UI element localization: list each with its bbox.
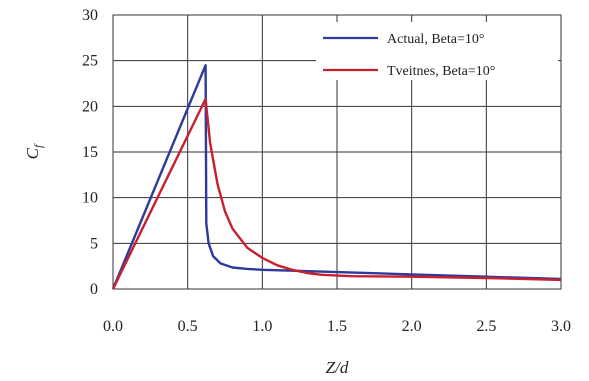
x-tick-label: 3.0 [551, 318, 571, 335]
x-tick-label: 2.0 [402, 318, 422, 335]
legend-label-tveitnes: Tveitnes, Beta=10° [387, 64, 495, 79]
y-tick-label: 0 [90, 281, 98, 298]
y-axis-title: Cf [23, 143, 45, 159]
y-tick-label: 10 [82, 190, 98, 207]
tick-labels: 0.0 0.5 1.0 1.5 2.0 2.5 3.0 0 5 10 15 20 25 30 [82, 7, 571, 335]
plot-frame [112, 14, 562, 290]
x-axis-title: Z/d [326, 358, 349, 377]
y-tick-label: 5 [90, 235, 98, 252]
series-line-0 [111, 64, 562, 290]
y-tick-label: 15 [82, 144, 98, 161]
series-line-1 [111, 97, 562, 290]
y-tick-label: 30 [82, 7, 98, 24]
legend: Actual, Beta=10° Tveitnes, Beta=10° [316, 22, 558, 80]
y-axis-title-main: C [23, 147, 42, 159]
x-tick-label: 2.5 [476, 318, 496, 335]
x-tick-label: 0.5 [178, 318, 198, 335]
y-axis-title-sub: f [31, 143, 45, 148]
x-tick-label: 0.0 [103, 318, 123, 335]
y-tick-label: 25 [82, 53, 98, 70]
legend-label-actual: Actual, Beta=10° [387, 32, 484, 47]
y-tick-label: 20 [82, 98, 98, 115]
series-lines [111, 64, 562, 290]
x-tick-label: 1.0 [252, 318, 272, 335]
x-tick-label: 1.5 [327, 318, 347, 335]
